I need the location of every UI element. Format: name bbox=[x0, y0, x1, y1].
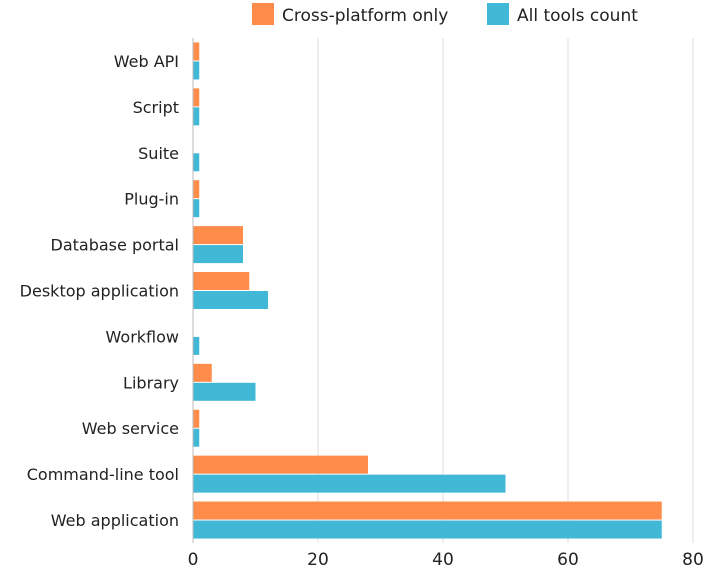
bar-all-tools bbox=[193, 382, 256, 401]
bar-cross-platform bbox=[193, 226, 243, 245]
x-tick-label: 40 bbox=[432, 550, 454, 570]
bar-cross-platform bbox=[193, 180, 200, 199]
bar-cross-platform bbox=[193, 42, 200, 61]
bar-all-tools bbox=[193, 474, 506, 493]
bar-all-tools bbox=[193, 291, 268, 309]
x-tick-label: 80 bbox=[682, 550, 704, 570]
category-labels: Web API Script Suite Plug-in Database portal… bbox=[20, 52, 179, 530]
x-tick-label: 60 bbox=[557, 550, 579, 570]
bar-cross-platform bbox=[193, 409, 200, 428]
bar-all-tools bbox=[193, 199, 200, 218]
bar-all-tools bbox=[193, 107, 200, 126]
bar-all-tools bbox=[193, 520, 662, 539]
x-tick-label: 0 bbox=[188, 550, 199, 570]
gridlines bbox=[317, 38, 694, 543]
bar-all-tools bbox=[193, 61, 200, 80]
x-tick-labels: 0 20 40 60 80 bbox=[188, 550, 704, 570]
category-label: Desktop application bbox=[20, 282, 179, 301]
category-label: Command-line tool bbox=[27, 465, 179, 484]
legend-label-cross-platform: Cross-platform only bbox=[282, 6, 448, 26]
bars bbox=[193, 42, 662, 539]
legend-swatch-cross-platform bbox=[252, 3, 274, 25]
bar-all-tools bbox=[193, 428, 200, 447]
bar-cross-platform bbox=[193, 272, 250, 290]
category-label: Workflow bbox=[106, 327, 179, 346]
bar-all-tools bbox=[193, 336, 200, 355]
category-label: Database portal bbox=[51, 236, 179, 255]
category-label: Script bbox=[133, 98, 179, 117]
bar-cross-platform bbox=[193, 455, 368, 474]
x-tick-label: 20 bbox=[307, 550, 329, 570]
category-label: Web application bbox=[51, 511, 179, 530]
category-label: Plug-in bbox=[124, 190, 179, 209]
category-label: Suite bbox=[138, 144, 179, 163]
bar-cross-platform bbox=[193, 363, 212, 382]
bar-cross-platform bbox=[193, 501, 662, 520]
bar-all-tools bbox=[193, 153, 200, 172]
category-label: Web API bbox=[114, 52, 179, 71]
category-label: Library bbox=[123, 373, 179, 392]
category-label: Web service bbox=[82, 419, 179, 438]
bar-cross-platform bbox=[193, 88, 200, 107]
legend-label-all-tools: All tools count bbox=[517, 6, 638, 26]
legend-swatch-all-tools bbox=[487, 3, 509, 25]
bar-all-tools bbox=[193, 245, 243, 264]
legend: Cross-platform only All tools count bbox=[252, 3, 638, 26]
